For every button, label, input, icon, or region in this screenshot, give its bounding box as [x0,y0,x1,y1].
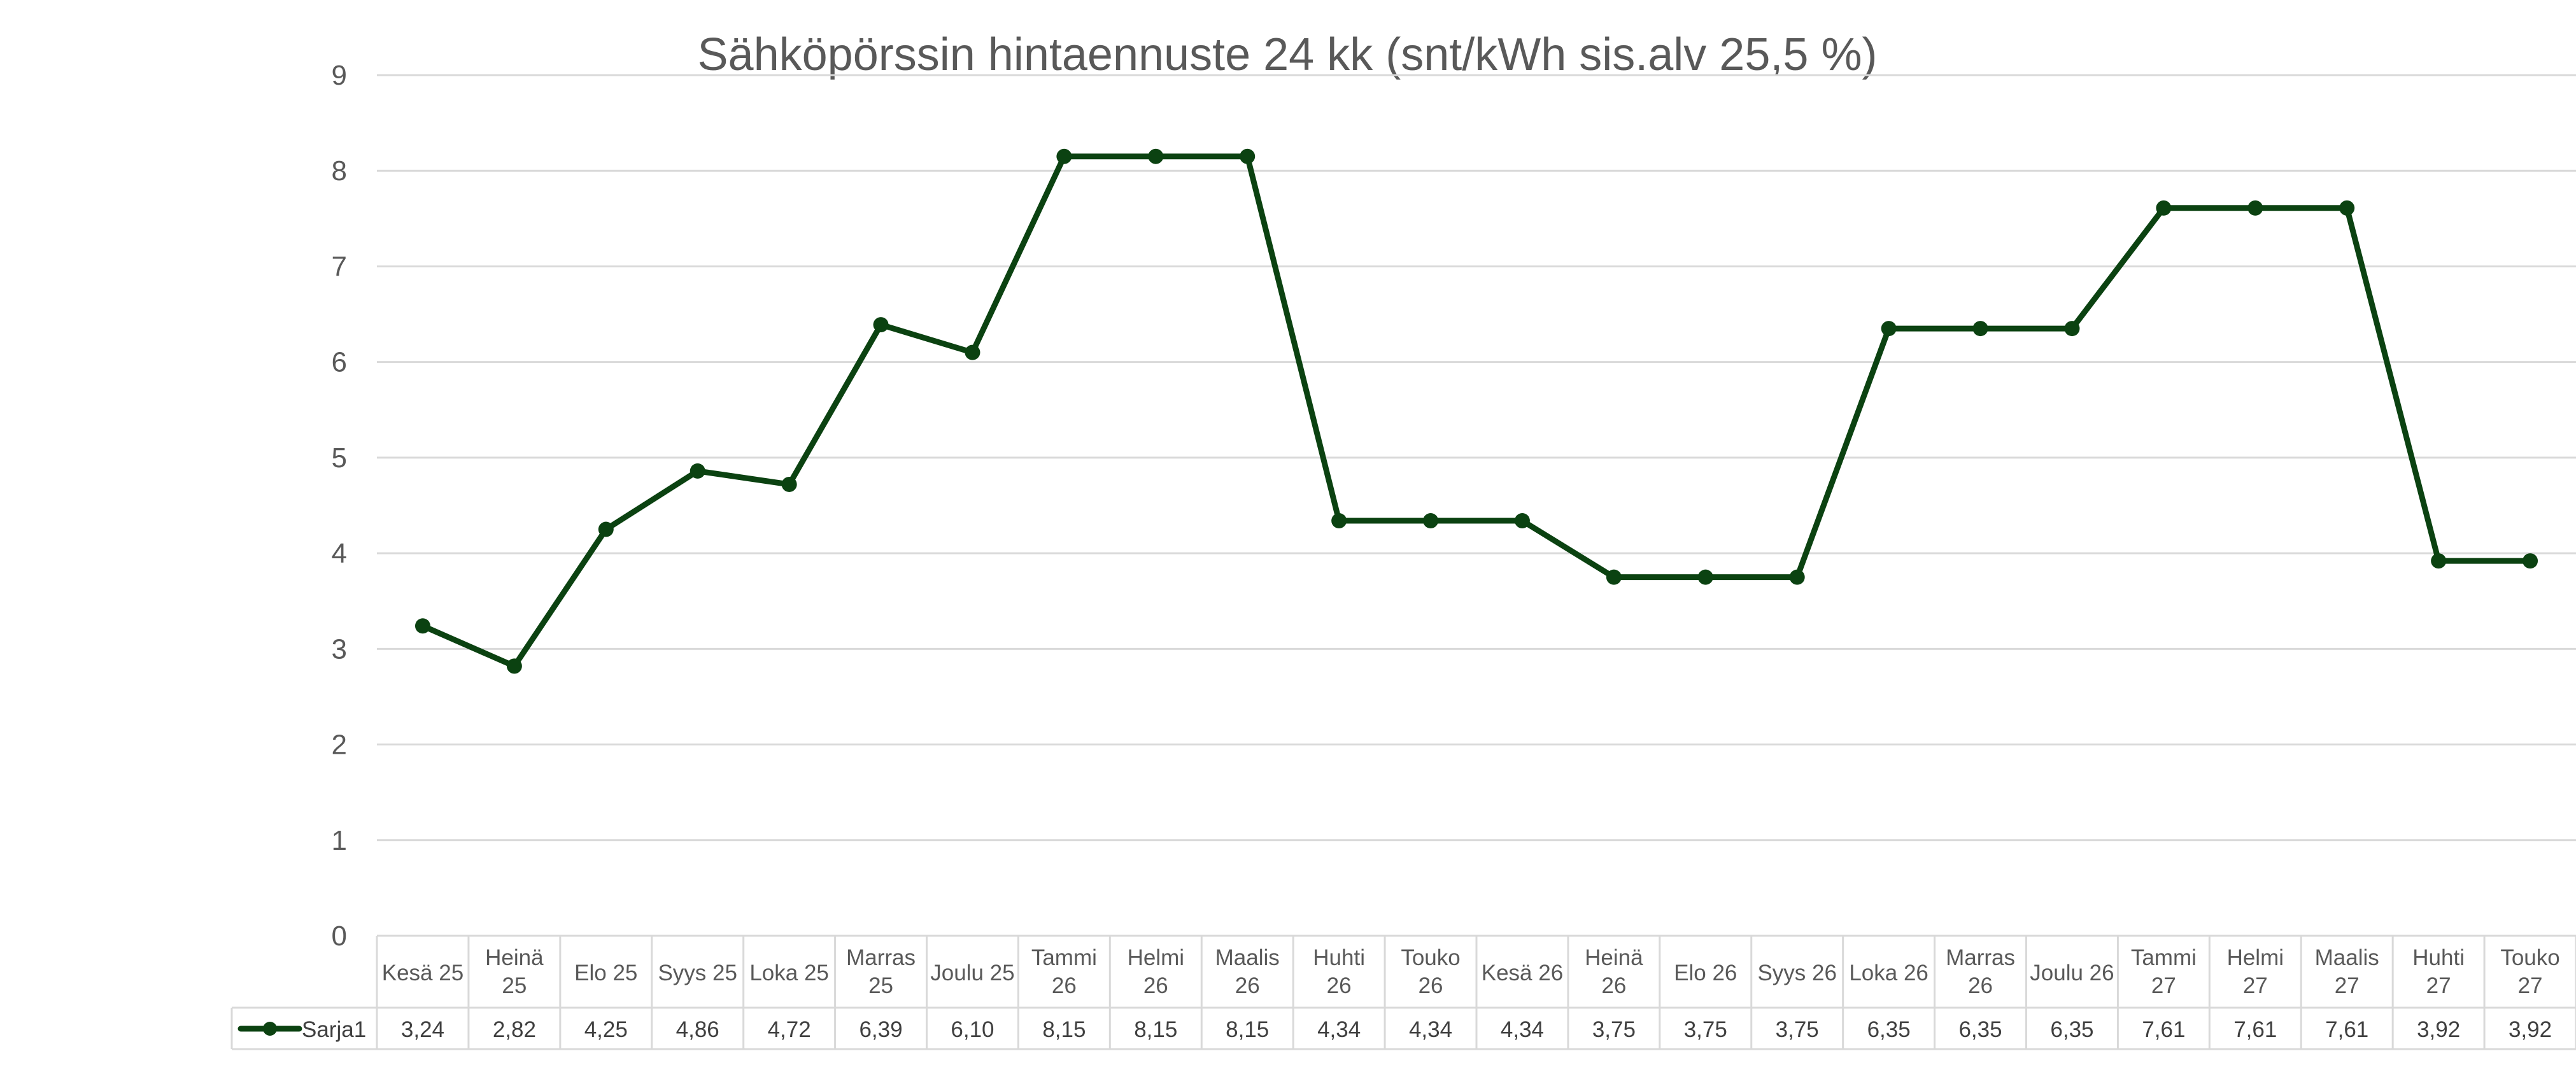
data-label: 4,34 [1409,1017,1452,1042]
data-label: 4,86 [676,1017,719,1042]
x-tick-label: Kesä 25 [382,961,464,985]
data-label: 6,39 [859,1017,902,1042]
data-label: 6,35 [2050,1017,2093,1042]
y-tick-label: 4 [332,538,347,569]
data-point [598,521,614,537]
data-label: 7,61 [2233,1017,2277,1042]
data-label: 4,34 [1501,1017,1544,1042]
y-tick-label: 2 [332,730,347,761]
data-point [1606,569,1622,585]
x-tick-label: Kesä 26 [1482,961,1563,985]
x-tick-label: Elo 26 [1674,961,1737,985]
y-tick-label: 5 [332,442,347,474]
x-tick-label: Syys 25 [658,961,737,985]
x-tick-label: Helmi 26 [1128,945,1184,998]
data-point [1789,569,1805,585]
chart-title: Sähköpörssin hintaennuste 24 kk (snt/kWh… [698,29,1878,80]
gridlines [377,74,2576,842]
data-point [1423,513,1439,529]
x-tick-label: Heinä 25 [485,945,544,998]
data-label: 3,92 [2509,1017,2552,1042]
x-tick-label: Loka 26 [1849,961,1928,985]
data-label: 2,82 [493,1017,536,1042]
x-tick-label: Syys 26 [1757,961,1837,985]
data-point [2431,553,2447,569]
data-label: 7,61 [2142,1017,2185,1042]
legend-marker [263,1022,277,1036]
data-label: 3,75 [1592,1017,1636,1042]
x-tick-label: Huhti 27 [2412,945,2465,998]
data-label: 3,92 [2417,1017,2460,1042]
x-tick-label: Touko 26 [1401,945,1460,998]
data-point [1514,513,1530,529]
data-point [1240,148,1256,164]
data-table: Kesä 25 Heinä 25 Elo 25 Syys 25 Loka 25 Marras… [230,934,2576,1050]
y-tick-label: 6 [332,347,347,378]
data-label: 3,75 [1776,1017,1819,1042]
data-point [1881,321,1897,337]
data-label: 8,15 [1042,1017,1086,1042]
data-label: 6,10 [951,1017,994,1042]
data-point [1331,513,1347,529]
series-line [420,153,2533,669]
x-tick-label: Heinä 26 [1585,945,1643,998]
x-tick-label: Joulu 25 [930,961,1014,985]
y-tick-label: 8 [332,155,347,187]
data-label: 8,15 [1226,1017,1269,1042]
data-label: 3,75 [1684,1017,1727,1042]
x-tick-label: Maalis 27 [2315,945,2379,998]
data-point [690,463,705,479]
data-point [506,658,522,674]
data-point [2156,200,2172,216]
data-label: 7,61 [2325,1017,2368,1042]
data-label: 6,35 [1958,1017,2002,1042]
data-point [1148,148,1164,164]
x-tick-label: Helmi 27 [2227,945,2284,998]
x-tick-label: Maalis 26 [1215,945,1280,998]
y-tick-label: 9 [332,60,347,91]
x-tick-label: Loka 25 [749,961,829,985]
x-tick-label: Huhti 26 [1313,945,1365,998]
y-tick-label: 7 [332,251,347,282]
x-tick-label: Marras 26 [1946,945,2015,998]
y-axis: 0 1 2 3 4 5 6 7 8 9 [332,60,347,952]
data-point [2247,200,2263,216]
y-tick-label: 1 [332,825,347,856]
y-tick-label: 3 [332,633,347,665]
data-point [1972,321,1988,337]
data-point [873,317,889,333]
x-tick-label: Joulu 26 [2030,961,2114,985]
x-tick-label: Marras 25 [846,945,916,998]
x-tick-label: Tammi 26 [1031,945,1097,998]
data-label: 8,15 [1134,1017,1177,1042]
series-layer [414,148,2538,674]
x-tick-label: Touko 27 [2500,945,2559,998]
data-point [2339,200,2355,216]
data-label: 4,25 [584,1017,628,1042]
x-tick-label: Tammi 27 [2131,945,2197,998]
data-label: 4,72 [768,1017,811,1042]
data-label: 3,24 [401,1017,444,1042]
data-point [414,618,430,634]
data-label: 6,35 [1867,1017,1911,1042]
y-tick-label: 0 [332,920,347,952]
data-point [2064,321,2080,337]
data-point [965,344,980,360]
data-point [1697,569,1713,585]
data-point [781,476,797,492]
data-point [2523,553,2538,569]
data-label: 4,34 [1317,1017,1361,1042]
legend-label: Sarja1 [302,1017,366,1042]
x-tick-label: Elo 25 [574,961,637,985]
data-point [1056,148,1072,164]
